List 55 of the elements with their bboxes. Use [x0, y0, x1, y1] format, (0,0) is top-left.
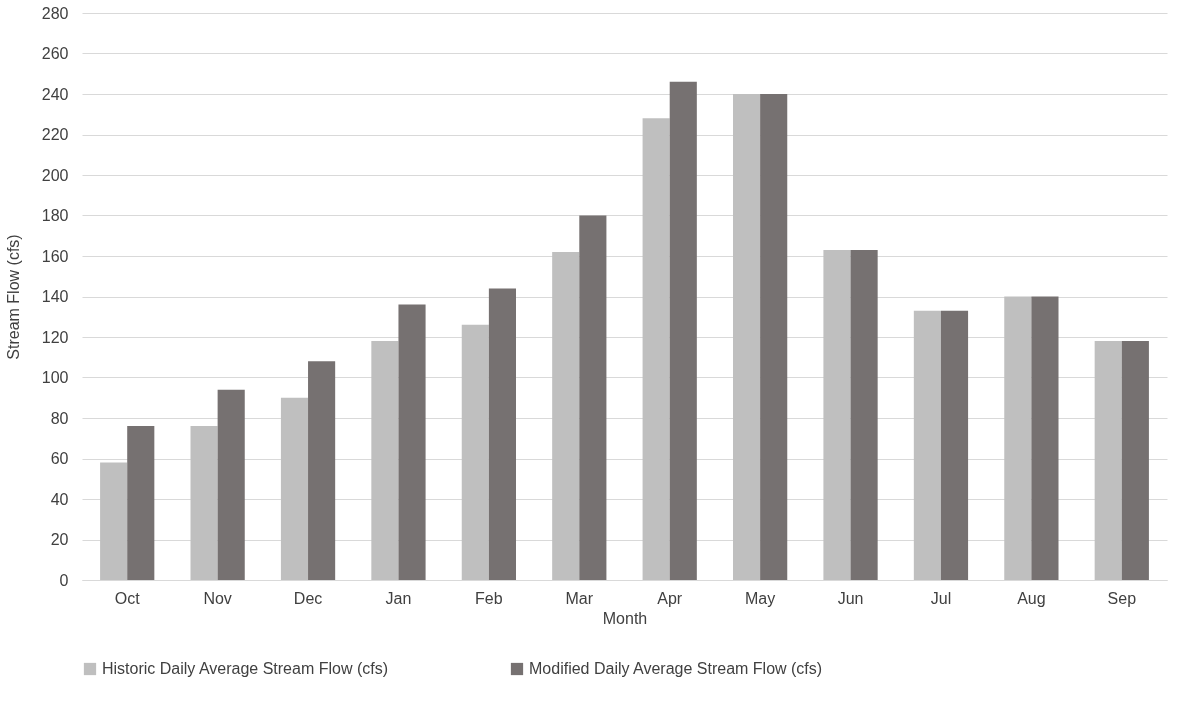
y-axis-title: Stream Flow (cfs) — [4, 234, 22, 360]
y-tick-label: 180 — [41, 207, 69, 224]
y-tick-label: 200 — [41, 166, 69, 184]
bar — [488, 288, 516, 580]
y-tick-label: 80 — [50, 409, 69, 427]
y-tick-label: 60 — [50, 450, 69, 467]
bar — [733, 94, 761, 580]
y-tick-label: 40 — [50, 490, 69, 508]
bar — [669, 81, 697, 580]
bar — [461, 324, 489, 580]
y-tick-label: 240 — [41, 85, 69, 103]
legend-label: Historic Daily Average Stream Flow (cfs) — [102, 660, 388, 677]
bar — [100, 462, 128, 580]
y-tick-label: 220 — [41, 126, 69, 143]
x-tick-label: Feb — [475, 589, 503, 607]
y-tick-label: 140 — [41, 288, 69, 305]
bar — [308, 361, 336, 580]
bar — [398, 304, 426, 580]
bar — [823, 249, 851, 580]
bar — [1094, 341, 1122, 580]
bar — [940, 310, 969, 580]
x-tick-label: May — [745, 589, 776, 607]
y-tick-label: 120 — [41, 328, 69, 346]
bar — [1031, 296, 1059, 580]
x-tick-label: Jul — [930, 589, 952, 607]
bar — [579, 215, 607, 580]
y-tick-label: 100 — [41, 369, 69, 386]
legend-label: Modified Daily Average Stream Flow (cfs) — [529, 660, 823, 677]
y-tick-label: 160 — [41, 247, 69, 265]
x-tick-label: Dec — [293, 589, 323, 607]
x-tick-label: Mar — [565, 589, 594, 607]
bar — [850, 249, 878, 580]
x-tick-label: Aug — [1017, 589, 1046, 607]
x-tick-label: Jun — [837, 589, 864, 607]
x-tick-label: Sep — [1107, 589, 1137, 607]
bar — [190, 426, 218, 580]
x-axis-title: Month — [602, 609, 648, 627]
x-tick-label: Oct — [114, 589, 141, 607]
x-tick-label: Apr — [657, 589, 683, 607]
bar — [127, 426, 155, 580]
bar — [913, 310, 941, 580]
bar — [1004, 296, 1032, 580]
x-tick-label: Jan — [385, 589, 412, 607]
bar — [371, 341, 399, 580]
bar — [280, 397, 309, 580]
bar — [552, 251, 580, 580]
y-tick-label: 280 — [41, 4, 69, 22]
y-tick-label: 0 — [59, 571, 69, 589]
y-tick-label: 20 — [50, 531, 69, 548]
y-tick-label: 260 — [41, 45, 69, 62]
bar — [1121, 341, 1149, 580]
bar — [760, 94, 788, 580]
bar — [217, 389, 245, 580]
x-tick-label: Nov — [203, 589, 232, 607]
bar — [642, 118, 670, 580]
